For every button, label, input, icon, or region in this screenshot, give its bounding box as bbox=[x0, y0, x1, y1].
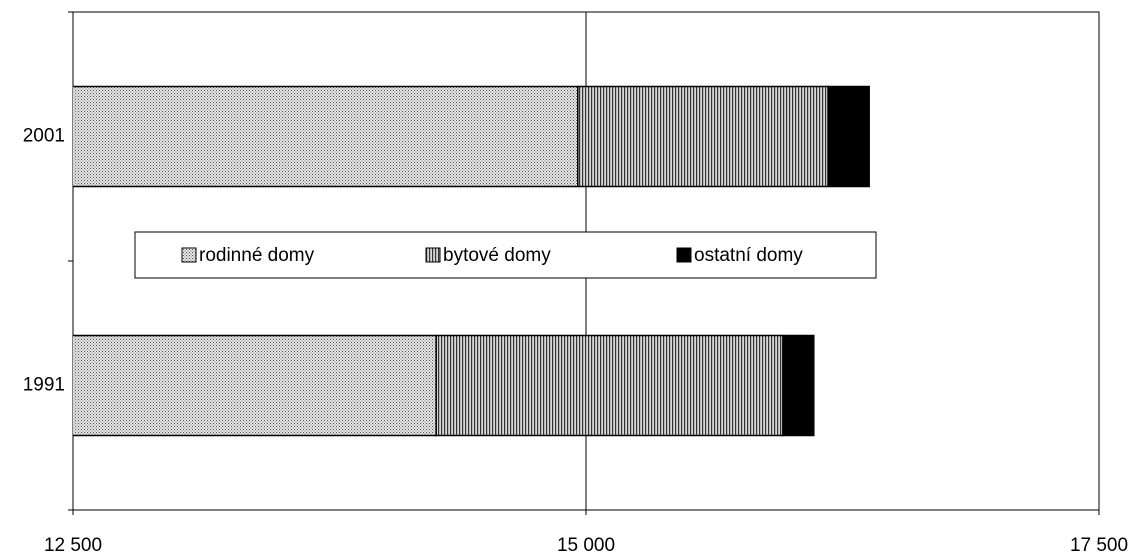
bar-segment bbox=[73, 334, 437, 437]
legend-swatch bbox=[676, 247, 692, 263]
x-tick-label: 12 500 bbox=[44, 535, 102, 556]
legend-label: rodinné domy bbox=[199, 245, 315, 266]
legend-label: ostatní domy bbox=[694, 245, 803, 266]
bar-segment bbox=[73, 85, 579, 188]
bar-segment bbox=[782, 334, 815, 437]
x-tick-label: 15 000 bbox=[557, 535, 615, 556]
bar-segment bbox=[435, 334, 784, 437]
bars bbox=[73, 12, 870, 510]
y-tick-label: 2001 bbox=[23, 126, 65, 147]
bar-segment bbox=[577, 85, 829, 188]
x-tick-label: 17 500 bbox=[1070, 535, 1128, 556]
bar-segment bbox=[827, 85, 870, 188]
legend: rodinné domy bytové domy ostatní domy bbox=[134, 231, 877, 279]
legend-swatch bbox=[181, 247, 197, 263]
legend-box bbox=[134, 231, 877, 279]
legend-label: bytové domy bbox=[443, 245, 551, 266]
y-tick-label: 1991 bbox=[23, 375, 65, 396]
legend-swatch bbox=[425, 247, 441, 263]
